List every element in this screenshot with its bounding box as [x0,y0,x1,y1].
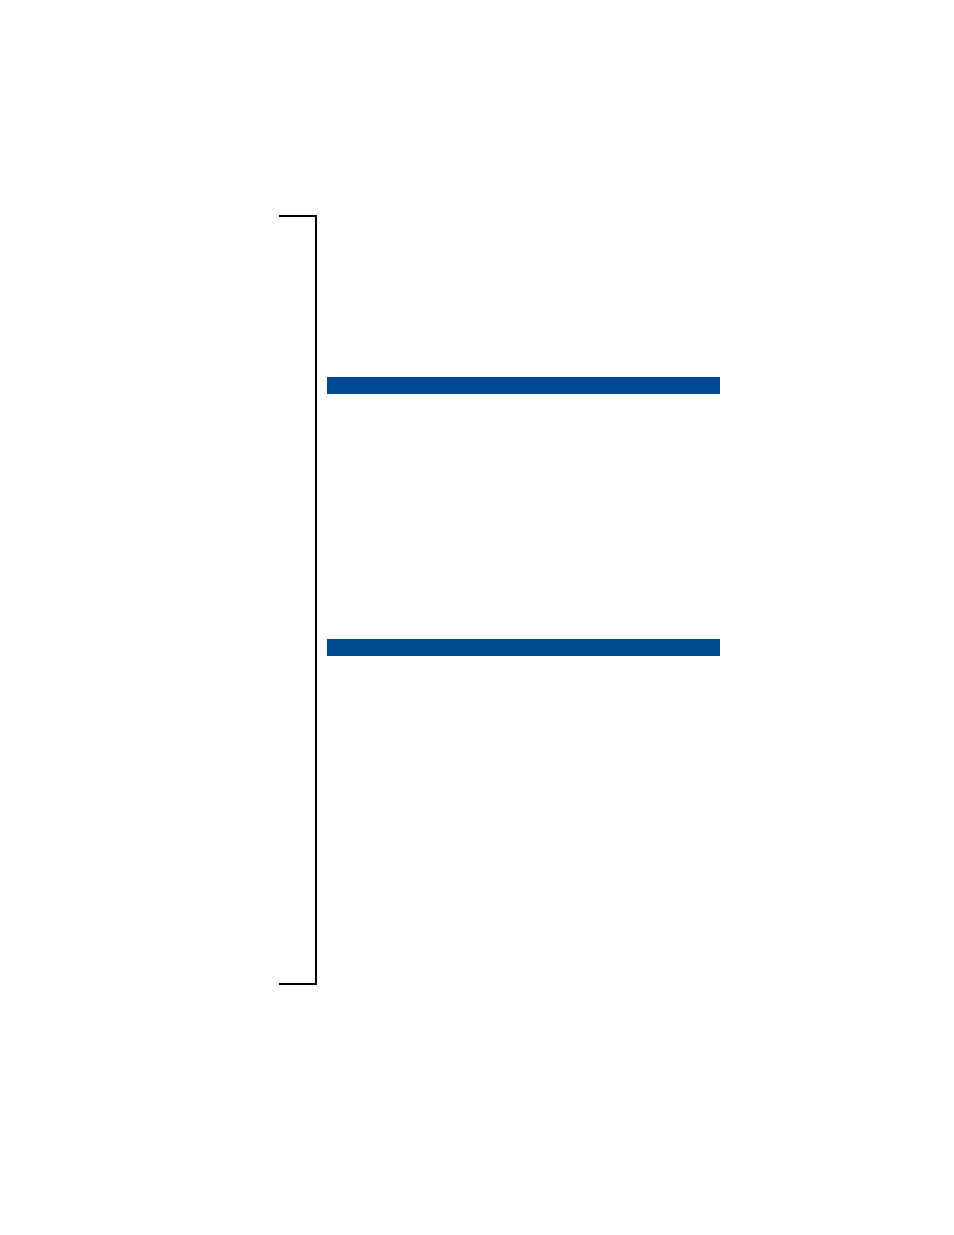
bracket-bottom-line [279,983,317,985]
horizontal-bar-2 [327,639,720,656]
bracket-top-line [279,215,317,217]
bracket-shape [279,215,317,985]
bracket-vertical-line [315,215,317,985]
horizontal-bar-1 [327,377,720,394]
page-container [0,0,954,1235]
